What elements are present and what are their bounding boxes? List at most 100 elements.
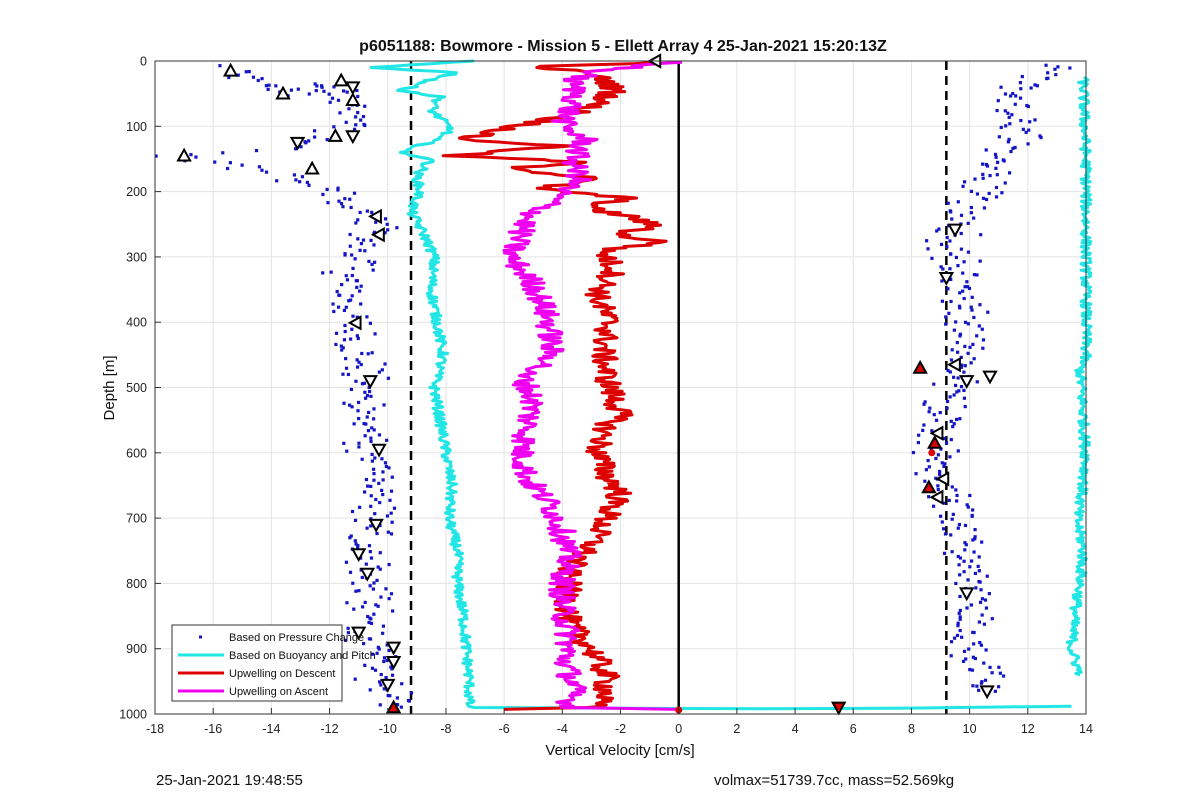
pressure-point (1003, 92, 1008, 96)
pressure-point (939, 514, 943, 518)
pressure-point (982, 661, 986, 665)
pressure-point (973, 535, 977, 539)
pressure-point (345, 601, 349, 605)
x-tick-label: -10 (379, 722, 397, 736)
pressure-point (399, 705, 403, 709)
pressure-point (367, 389, 372, 394)
pressure-point (1044, 63, 1048, 67)
pressure-point (970, 308, 974, 312)
pressure-point (962, 296, 966, 301)
pressure-point (350, 253, 354, 257)
pressure-point (365, 415, 369, 419)
pressure-point (360, 575, 364, 580)
pressure-point (996, 160, 1000, 164)
pressure-point (963, 523, 968, 528)
pressure-point (937, 227, 941, 231)
pressure-point (334, 331, 339, 335)
pressure-point (1035, 84, 1039, 88)
marker-triangle (275, 85, 291, 100)
pressure-point (957, 389, 961, 393)
pressure-point (993, 689, 997, 693)
pressure-point (980, 327, 984, 331)
pressure-point (344, 366, 349, 370)
pressure-point (973, 177, 977, 181)
pressure-point (344, 274, 348, 278)
pressure-point (952, 393, 956, 397)
pressure-point (305, 180, 309, 185)
pressure-point (395, 226, 399, 230)
pressure-point (387, 562, 391, 567)
pressure-point (244, 70, 248, 74)
marker-triangle (327, 128, 344, 142)
pressure-point (313, 82, 317, 86)
series-line (502, 60, 683, 711)
pressure-point (932, 413, 936, 417)
pressure-point (356, 94, 360, 99)
pressure-point (945, 245, 949, 249)
pressure-point (337, 293, 341, 297)
pressure-point (256, 78, 260, 83)
pressure-point (332, 309, 336, 314)
pressure-point (932, 382, 936, 386)
pressure-point (369, 439, 373, 443)
pressure-point (342, 441, 346, 445)
pressure-point (1038, 134, 1042, 138)
pressure-point (304, 141, 308, 145)
pressure-point (326, 201, 330, 205)
pressure-point (385, 643, 389, 647)
pressure-point (359, 241, 364, 246)
marker-triangle (333, 72, 349, 87)
pressure-point (972, 630, 976, 635)
pressure-point (944, 322, 948, 326)
pressure-point (963, 404, 967, 409)
pressure-point (376, 645, 380, 649)
pressure-point (957, 304, 962, 308)
pressure-point (990, 671, 994, 675)
pressure-point (936, 484, 940, 488)
pressure-point (307, 139, 311, 143)
pressure-point (314, 88, 318, 93)
pressure-point (349, 298, 353, 302)
pressure-point (922, 423, 926, 427)
pressure-point (380, 457, 384, 461)
pressure-point (387, 648, 391, 653)
axes: -18 -16 -14 -12 -10 -8 -6 -4 -2 0 2 4 6 8 10 12 14 0 100 20… (119, 55, 1093, 737)
pressure-point (962, 370, 966, 374)
pressure-point (352, 422, 356, 426)
pressure-point (325, 138, 329, 142)
pressure-point (378, 551, 382, 555)
pressure-point (363, 434, 367, 438)
pressure-point (983, 598, 988, 602)
chart-title: p6051188: Bowmore - Mission 5 - Ellett A… (359, 38, 887, 55)
pressure-point (354, 379, 358, 383)
pressure-point (343, 253, 347, 257)
pressure-point (1054, 73, 1058, 77)
pressure-point (1026, 142, 1030, 146)
pressure-point (959, 247, 964, 251)
pressure-point (372, 581, 376, 585)
pressure-point (923, 400, 927, 404)
pressure-point (961, 271, 965, 275)
pressure-point (971, 342, 975, 347)
pressure-point (948, 267, 952, 271)
pressure-point (236, 73, 240, 77)
pressure-point (981, 338, 986, 342)
pressure-point (390, 667, 394, 671)
pressure-point (349, 337, 353, 341)
pressure-point (1003, 181, 1007, 185)
pressure-point (355, 279, 360, 283)
pressure-point (373, 260, 377, 264)
pressure-point (374, 497, 378, 502)
pressure-point (988, 665, 992, 669)
pressure-point (977, 569, 981, 573)
pressure-point (356, 110, 360, 115)
pressure-point (361, 114, 366, 119)
pressure-point (963, 285, 967, 289)
pressure-point (954, 255, 958, 260)
pressure-point (977, 555, 981, 559)
pressure-point (958, 608, 962, 613)
pressure-point (370, 210, 374, 214)
pressure-point (363, 600, 367, 605)
pressure-point (958, 306, 962, 310)
pressure-point (969, 305, 973, 309)
